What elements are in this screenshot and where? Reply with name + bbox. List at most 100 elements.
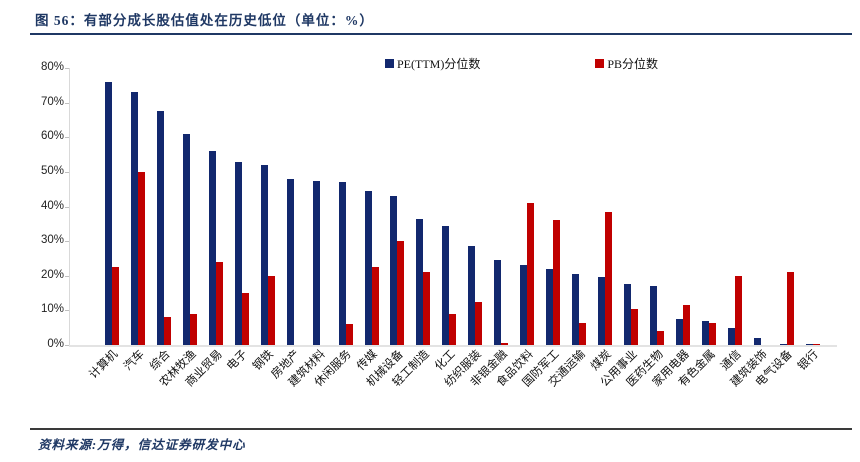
bar-group: 有色金属	[676, 68, 717, 389]
pe-bar	[701, 320, 709, 345]
pb-bar	[371, 267, 379, 345]
pe-bar	[650, 286, 658, 345]
pe-bar	[727, 327, 735, 345]
pb-bar	[345, 324, 353, 345]
pb-bar	[734, 275, 742, 345]
y-tick-mark	[65, 310, 70, 312]
x-tick-label: 汽车	[121, 348, 147, 374]
bar-group: 化工	[433, 68, 458, 373]
x-tick-label: 计算机	[87, 348, 121, 382]
bar-group: 电子	[225, 68, 250, 373]
y-tick-label: 30%	[40, 234, 64, 247]
pe-bar	[468, 246, 476, 345]
pb-bar	[449, 313, 457, 345]
bar-group: 房地产	[269, 68, 302, 381]
y-tick-label: 20%	[40, 268, 64, 281]
x-tick-label: 银行	[796, 348, 822, 374]
pe-bar	[779, 343, 787, 345]
y-tick-label: 70%	[40, 95, 64, 108]
bar-group: 传媒	[355, 68, 380, 373]
legend-item-pe: PE(TTM)分位数	[385, 55, 480, 72]
pb-bar	[812, 344, 820, 345]
figure-title: 图 56：有部分成长股估值处在历史低位（单位：%）	[35, 13, 374, 28]
pe-bar	[805, 343, 813, 345]
bar-group: 银行	[796, 68, 821, 373]
y-tick-label: 40%	[40, 199, 64, 212]
pb-bar	[112, 267, 119, 345]
pe-bar	[364, 190, 372, 345]
title-divider-line	[30, 33, 852, 35]
bar-group: 休闲服务	[313, 68, 354, 389]
pe-bar	[260, 164, 268, 345]
bar-group: 建筑材料	[287, 68, 328, 389]
bar-group: 公用事业	[599, 68, 640, 389]
pb-bar	[682, 305, 690, 345]
legend-label-pe: PE(TTM)分位数	[397, 57, 481, 71]
bar-group: 汽车	[122, 68, 146, 373]
pe-bar	[598, 277, 606, 345]
plot-area: 计算机 汽车 综合 农林牧渔 商业贸易 电子 钢铁 房地产 建筑材料 休闲服务 传媒 机械设备 轻工制造…	[88, 68, 821, 389]
pb-bar	[423, 272, 431, 345]
pb-bar	[708, 322, 716, 345]
pb-bar	[605, 211, 613, 345]
y-tick-mark	[65, 241, 70, 243]
source-note: 资料来源:万得，信达证券研发中心	[38, 438, 246, 452]
pe-bar	[416, 218, 424, 345]
pe-bar	[286, 178, 294, 345]
legend-item-pb: PB分位数	[595, 55, 658, 72]
y-tick-mark	[65, 275, 70, 277]
pb-bar	[241, 293, 249, 345]
bar-group: 机械设备	[365, 68, 406, 389]
bar-group: 综合	[148, 68, 172, 373]
pe-bar	[130, 92, 138, 345]
pe-bar	[390, 196, 398, 345]
y-tick-label: 10%	[40, 303, 64, 316]
legend-label-pb: PB分位数	[607, 57, 659, 71]
y-tick-mark	[65, 68, 70, 69]
bar-group: 钢铁	[251, 68, 276, 373]
bar-group: 商业贸易	[183, 68, 224, 389]
bar-group: 纺织服装	[443, 68, 484, 389]
pe-bar	[208, 151, 216, 345]
y-tick-label: 0%	[47, 338, 64, 350]
pb-bar	[786, 272, 794, 345]
x-tick-label: 电子	[225, 348, 251, 374]
y-tick-mark	[65, 345, 70, 346]
pe-series-swatch-icon	[385, 59, 394, 68]
pb-bar	[137, 171, 145, 345]
pe-bar	[520, 265, 528, 345]
pe-bar	[494, 260, 502, 345]
pb-bar	[501, 343, 509, 345]
bar-group: 建筑装饰	[728, 68, 769, 389]
pb-bar	[657, 331, 665, 345]
pe-bar	[234, 161, 242, 345]
bar-group: 通信	[719, 68, 743, 373]
y-tick-mark	[65, 206, 70, 208]
pe-bar	[105, 81, 112, 345]
pe-bar	[675, 319, 683, 345]
footer-divider-line	[30, 428, 852, 430]
pb-bar	[163, 317, 171, 345]
pb-bar	[631, 308, 639, 345]
pb-bar	[215, 261, 223, 345]
y-tick-label: 50%	[40, 164, 64, 177]
bar-group: 家用电器	[650, 68, 691, 389]
pe-bar	[572, 274, 580, 345]
pe-bar	[546, 268, 554, 345]
pe-bar	[442, 225, 450, 345]
bar-group: 农林牧渔	[157, 68, 198, 389]
pb-bar	[397, 241, 405, 345]
bar-group: 非银金融	[469, 68, 510, 389]
pe-bar	[312, 180, 320, 345]
pb-bar	[579, 322, 587, 345]
pb-bar	[527, 203, 535, 345]
pe-bar	[338, 182, 346, 345]
bar-group: 医药生物	[624, 68, 665, 389]
chart-legend: PE(TTM)分位数 PB分位数	[385, 55, 658, 72]
y-tick-mark	[65, 102, 70, 104]
pb-bar	[267, 275, 275, 345]
y-tick-mark	[65, 137, 70, 139]
x-axis-line	[69, 345, 837, 347]
bar-group: 轻工制造	[391, 68, 432, 389]
pb-bar	[553, 220, 561, 345]
